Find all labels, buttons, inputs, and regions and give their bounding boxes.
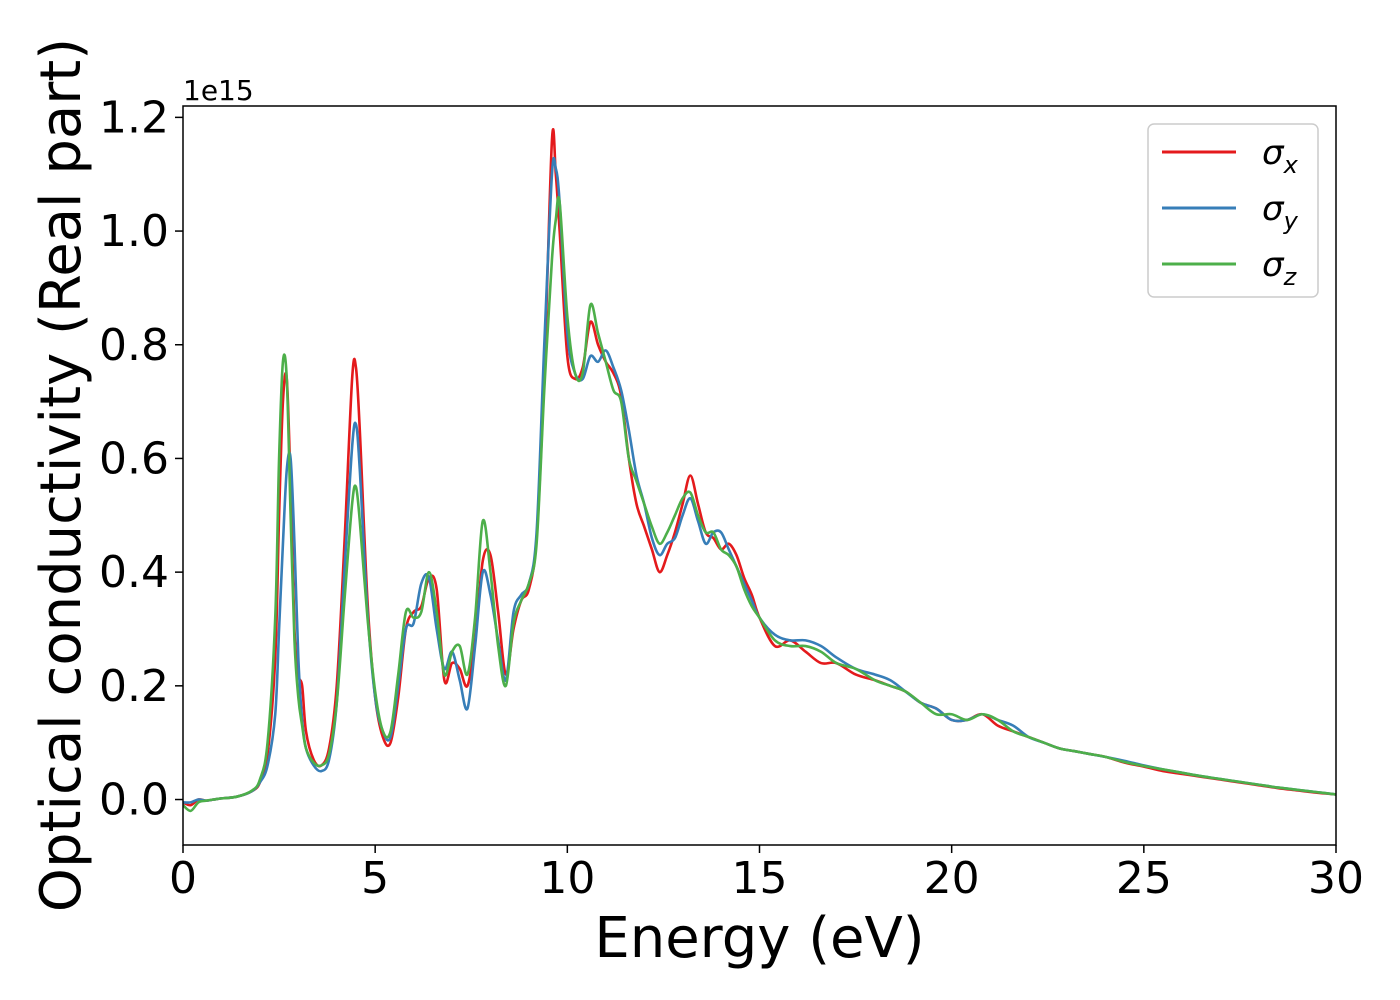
legend-label-z: σz: [1262, 245, 1298, 291]
x-tick-label: 0: [169, 853, 197, 904]
y-axis: 0.0 0.2 0.4 0.6 0.8 1.0 1.2: [99, 92, 183, 826]
x-axis-label: Energy (eV): [594, 906, 924, 971]
series-line-z: [183, 195, 1336, 813]
series-layer: [183, 128, 1336, 813]
legend-symbol: σ: [1262, 189, 1285, 229]
plot-area: [182, 105, 1337, 846]
y-tick-label: 0.4: [99, 547, 169, 598]
x-tick-label: 30: [1308, 853, 1364, 904]
y-tick-label: 0.2: [99, 661, 169, 712]
legend-subscript: y: [1283, 207, 1299, 235]
x-tick-label: 15: [732, 853, 788, 904]
legend-label-x: σx: [1262, 133, 1299, 179]
x-tick-label: 5: [361, 853, 389, 904]
legend-subscript: x: [1283, 151, 1299, 179]
legend-symbol: σ: [1262, 133, 1285, 173]
legend-subscript: z: [1283, 263, 1298, 291]
y-tick-label: 1.2: [99, 92, 169, 143]
x-tick-label: 20: [924, 853, 980, 904]
y-tick-label: 1.0: [99, 206, 169, 257]
legend-symbol: σ: [1262, 245, 1285, 285]
y-tick-label: 0.6: [99, 433, 169, 484]
y-axis-label: Optical conductivity (Real part): [29, 38, 94, 912]
y-offset-label: 1e15: [183, 74, 254, 107]
y-tick-label: 0.8: [99, 320, 169, 371]
y-tick-label: 0.0: [99, 775, 169, 826]
legend-box: [1147, 123, 1319, 298]
x-tick-label: 25: [1116, 853, 1172, 904]
x-tick-label: 10: [539, 853, 595, 904]
legend-label-y: σy: [1262, 189, 1299, 235]
x-axis: 0 5 10 15 20 25 30: [169, 845, 1364, 904]
